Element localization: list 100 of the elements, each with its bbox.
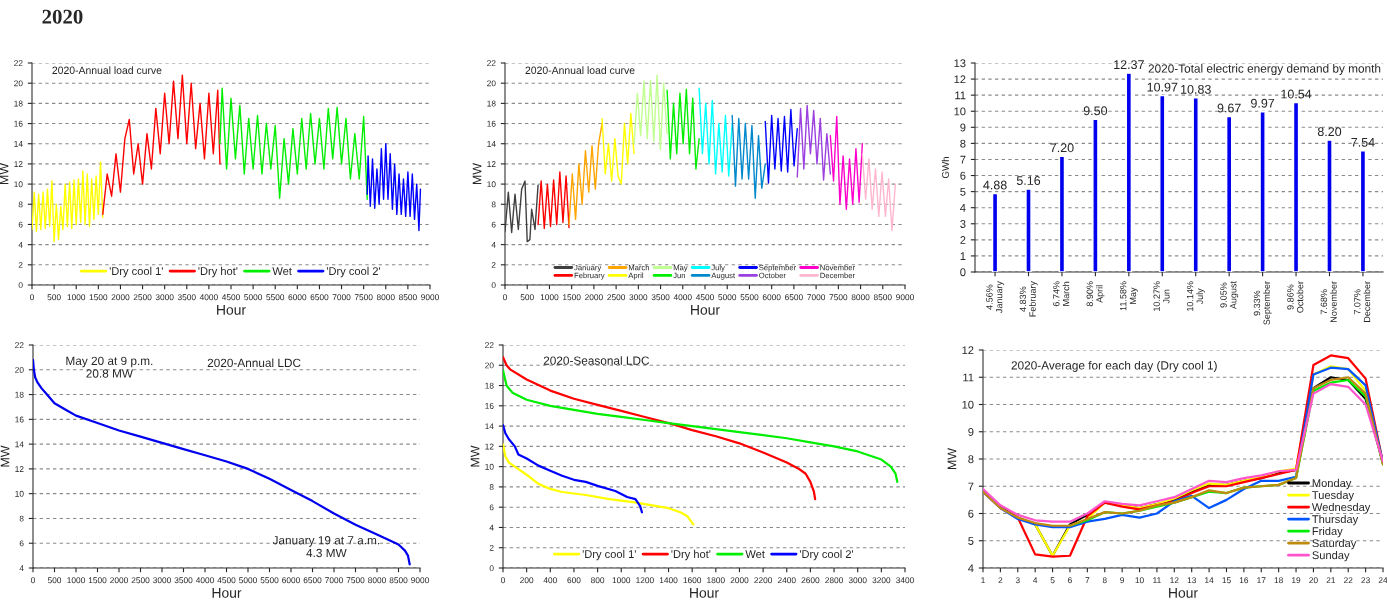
y-tick-label: 8: [491, 201, 496, 208]
y-tick-label: 12: [487, 161, 496, 167]
x-tick-label: 3000: [848, 577, 867, 584]
legend-label: Tuesday: [1312, 490, 1355, 502]
line-series: [601, 112, 635, 185]
y-tick-label: 18: [14, 100, 23, 107]
bar: [1159, 94, 1166, 272]
x-tick-label: 13: [1187, 577, 1196, 584]
x-tick-label: 2200: [754, 577, 773, 584]
x-tick-label: 5: [1050, 577, 1055, 584]
y-tick-label: 22: [14, 60, 23, 67]
bar: [1292, 101, 1300, 272]
bar: [1025, 188, 1032, 272]
y-tick-label: 10: [954, 107, 966, 116]
x-tick-label: 8000: [376, 294, 395, 301]
y-tick-label: 18: [485, 382, 494, 389]
x-tick-label: 0: [503, 294, 507, 301]
legend-label: Thursday: [1312, 514, 1359, 526]
x-tick-label: 4.83% February: [1019, 281, 1038, 317]
legend-label: 'Dry hot': [671, 549, 711, 561]
x-tick-label: 8500: [398, 294, 417, 301]
y-tick-label: 14: [487, 141, 496, 147]
x-tick-label: 8500: [873, 294, 892, 301]
legend-label: 'Dry cool 1': [109, 266, 163, 278]
x-tick-label: 7000: [807, 294, 826, 301]
line-series: [829, 115, 864, 211]
x-axis-title: Hour: [690, 588, 719, 598]
x-tick-label: 9.86% October: [1287, 281, 1304, 313]
x-tick-label: 5500: [740, 294, 759, 301]
y-tick-label: 16: [487, 120, 496, 127]
x-tick-label: 16: [1239, 577, 1249, 584]
y-axis-title: MW: [0, 162, 9, 185]
line-series: [219, 87, 368, 200]
line-series: [633, 74, 668, 151]
legend-label: 'Dry cool 1': [582, 549, 636, 561]
y-axis-title: MW: [470, 445, 480, 467]
x-tick-label: 23: [1361, 577, 1370, 584]
y-tick-label: 20: [14, 80, 23, 87]
data-label: 9.97: [1251, 98, 1275, 108]
data-label: 8.20: [1317, 127, 1342, 137]
x-tick-label: 2500: [607, 294, 626, 301]
x-tick-label: 1000: [540, 294, 559, 301]
bar: [1192, 97, 1199, 272]
x-axis-title: Hour: [212, 588, 242, 598]
line-series: [861, 153, 897, 232]
data-label: 10.83: [1181, 84, 1211, 94]
chart-title: 2020-Annual load curve: [52, 66, 162, 74]
bar: [1326, 139, 1333, 272]
text: 2020-Annual LDC: [207, 358, 301, 368]
x-tick-label: 6: [1068, 577, 1072, 584]
y-tick-label: 22: [487, 60, 496, 67]
x-tick-label: 10.27% Jun: [1153, 281, 1170, 311]
x-tick-label: 800: [591, 577, 605, 584]
y-tick-label: 11: [963, 373, 974, 382]
x-tick-label: 8: [1102, 577, 1107, 584]
x-tick-label: 18: [1274, 577, 1283, 584]
x-tick-label: 0: [501, 577, 505, 584]
legend-label: Wet: [745, 550, 765, 559]
x-tick-label: 1400: [659, 577, 678, 584]
legend-label: 'Dry cool 2': [326, 266, 381, 278]
x-axis-title: Hour: [217, 305, 246, 315]
y-tick-label: 12: [485, 443, 494, 450]
y-tick-label: 8: [19, 515, 24, 522]
x-tick-label: 2000: [110, 577, 128, 584]
chart-title: 2020-Annual load curve: [525, 66, 635, 74]
x-tick-label: 6500: [303, 577, 322, 584]
y-tick-label: 16: [15, 416, 24, 423]
bar: [1092, 118, 1099, 272]
x-tick-label: 400: [543, 577, 557, 584]
x-tick-label: 2: [998, 577, 1003, 584]
y-axis-title: MW: [947, 447, 957, 470]
x-tick-label: 3000: [153, 577, 171, 584]
x-tick-label: 11.58% May: [1120, 281, 1138, 311]
x-tick-label: 200: [520, 577, 534, 584]
x-tick-label: 12: [1170, 577, 1179, 584]
y-tick-label: 20: [485, 362, 494, 369]
y-tick-label: 4: [19, 565, 24, 572]
x-tick-label: 7000: [332, 294, 351, 301]
data-label: 12.37: [1114, 60, 1144, 70]
line-series: [503, 423, 644, 514]
x-tick-label: 2800: [825, 577, 843, 584]
x-tick-label: 24: [1378, 577, 1387, 584]
x-tick-label: 1000: [67, 577, 85, 584]
x-tick-label: 9.33% September: [1253, 281, 1272, 325]
line-series: [32, 161, 104, 243]
data-label: 4.88: [983, 180, 1007, 190]
x-tick-label: 6500: [785, 294, 803, 301]
y-tick-label: 10: [487, 181, 496, 188]
line-series: [503, 356, 817, 501]
x-tick-label: 7500: [354, 294, 373, 301]
x-tick-label: 4500: [217, 577, 236, 584]
x-tick-label: 4000: [195, 577, 214, 584]
y-tick-label: 11: [955, 91, 966, 100]
x-axis-title: Hour: [1169, 588, 1198, 598]
y-tick-label: 0: [960, 268, 966, 277]
x-tick-label: 4000: [673, 294, 692, 301]
x-tick-label: 3400: [896, 577, 914, 584]
bar: [1125, 72, 1133, 272]
bar: [1359, 150, 1367, 272]
y-tick-label: 6: [491, 221, 496, 228]
